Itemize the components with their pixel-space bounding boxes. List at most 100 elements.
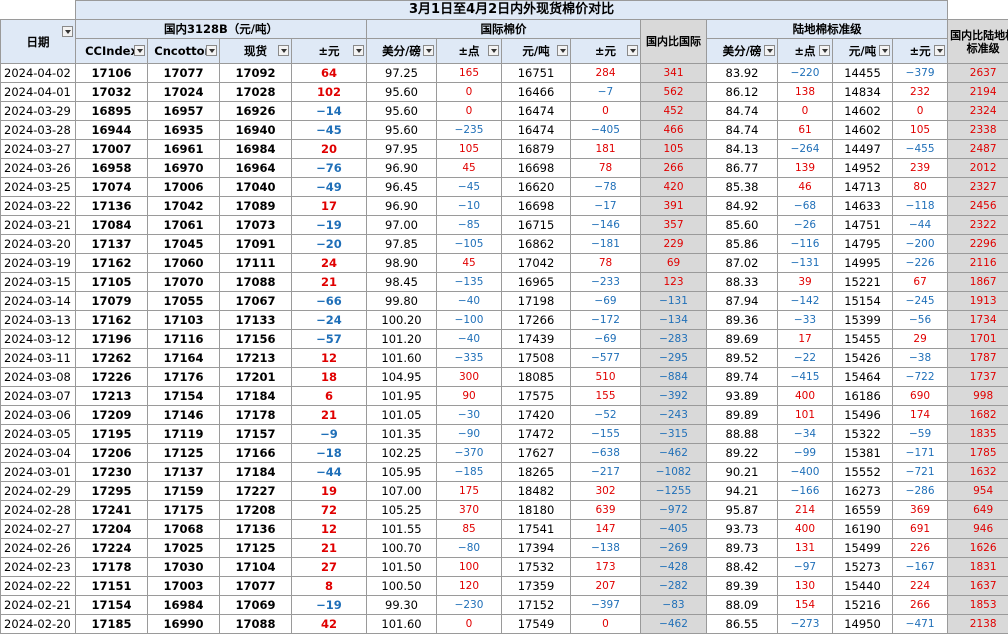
cell-intl-yuan[interactable]: 17472 [501, 424, 571, 444]
cell-vs-international[interactable]: −1255 [640, 481, 707, 501]
cell-land-points[interactable]: 39 [777, 272, 833, 292]
cell-land-points[interactable]: 0 [777, 101, 833, 121]
cell-intl-cents[interactable]: 95.60 [366, 82, 437, 102]
cell-land-points[interactable]: −99 [777, 443, 833, 463]
cell-spot[interactable]: 17091 [219, 234, 292, 254]
cell-date[interactable]: 2024-02-20 [0, 614, 76, 634]
cell-cncotton[interactable]: 17070 [147, 272, 220, 292]
cell-intl-yuan[interactable]: 16474 [501, 120, 571, 140]
cell-ccindex[interactable]: 17224 [75, 538, 148, 558]
cell-date[interactable]: 2024-03-08 [0, 367, 76, 387]
cell-intl-change[interactable]: −7 [570, 82, 641, 102]
cell-land-points[interactable]: 61 [777, 120, 833, 140]
filter-dropdown-icon[interactable] [423, 45, 434, 56]
cell-land-change[interactable]: 266 [891, 595, 949, 615]
cell-land-cents[interactable]: 84.74 [706, 120, 778, 140]
cell-vs-international[interactable]: 341 [640, 63, 707, 83]
cell-cncotton[interactable]: 17146 [147, 405, 220, 425]
cell-intl-points[interactable]: −135 [436, 272, 502, 292]
cell-land-yuan[interactable]: 14602 [832, 120, 893, 140]
cell-intl-points[interactable]: −230 [436, 595, 502, 615]
cell-land-cents[interactable]: 89.73 [706, 538, 778, 558]
cell-intl-change[interactable]: 0 [570, 614, 641, 634]
cell-intl-cents[interactable]: 101.05 [366, 405, 437, 425]
cell-land-cents[interactable]: 95.87 [706, 500, 778, 520]
cell-ccindex[interactable]: 17204 [75, 519, 148, 539]
cell-vs-land[interactable]: 2327 [947, 177, 1008, 197]
cell-spot-change[interactable]: 102 [291, 82, 367, 102]
cell-cncotton[interactable]: 17060 [147, 253, 220, 273]
cell-date[interactable]: 2024-03-22 [0, 196, 76, 216]
cell-land-cents[interactable]: 89.22 [706, 443, 778, 463]
cell-spot-change[interactable]: −20 [291, 234, 367, 254]
cell-spot[interactable]: 16984 [219, 139, 292, 159]
cell-intl-change[interactable]: 207 [570, 576, 641, 596]
filter-dropdown-icon[interactable] [627, 45, 638, 56]
cell-vs-land[interactable]: 1701 [947, 329, 1008, 349]
cell-ccindex[interactable]: 17195 [75, 424, 148, 444]
cell-spot-change[interactable]: 27 [291, 557, 367, 577]
cell-ccindex[interactable]: 17105 [75, 272, 148, 292]
cell-intl-cents[interactable]: 101.20 [366, 329, 437, 349]
cell-cncotton[interactable]: 17055 [147, 291, 220, 311]
cell-land-points[interactable]: 17 [777, 329, 833, 349]
cell-land-change[interactable]: 0 [891, 101, 949, 121]
cell-intl-change[interactable]: 181 [570, 139, 641, 159]
cell-land-yuan[interactable]: 14602 [832, 101, 893, 121]
cell-vs-land[interactable]: 1867 [947, 272, 1008, 292]
header-ccindex[interactable]: CCIndex [75, 38, 148, 64]
cell-land-change[interactable]: −56 [891, 310, 949, 330]
cell-intl-change[interactable]: 639 [570, 500, 641, 520]
cell-land-change[interactable]: −379 [891, 63, 949, 83]
cell-intl-cents[interactable]: 107.00 [366, 481, 437, 501]
cell-date[interactable]: 2024-03-05 [0, 424, 76, 444]
cell-ccindex[interactable]: 17074 [75, 177, 148, 197]
cell-vs-land[interactable]: 954 [947, 481, 1008, 501]
cell-intl-points[interactable]: 85 [436, 519, 502, 539]
cell-intl-change[interactable]: 173 [570, 557, 641, 577]
cell-intl-change[interactable]: −172 [570, 310, 641, 330]
cell-land-cents[interactable]: 88.33 [706, 272, 778, 292]
cell-spot-change[interactable]: 6 [291, 386, 367, 406]
cell-ccindex[interactable]: 17162 [75, 253, 148, 273]
filter-dropdown-icon[interactable] [764, 45, 775, 56]
cell-land-points[interactable]: −97 [777, 557, 833, 577]
cell-vs-land[interactable]: 2637 [947, 63, 1008, 83]
filter-dropdown-icon[interactable] [62, 26, 73, 37]
cell-intl-points[interactable]: −40 [436, 291, 502, 311]
cell-spot-change[interactable]: −45 [291, 120, 367, 140]
cell-intl-yuan[interactable]: 17359 [501, 576, 571, 596]
cell-cncotton[interactable]: 17061 [147, 215, 220, 235]
cell-vs-land[interactable]: 1626 [947, 538, 1008, 558]
cell-spot-change[interactable]: 64 [291, 63, 367, 83]
cell-date[interactable]: 2024-03-12 [0, 329, 76, 349]
cell-land-change[interactable]: 67 [891, 272, 949, 292]
cell-land-points[interactable]: −400 [777, 462, 833, 482]
cell-land-points[interactable]: 154 [777, 595, 833, 615]
cell-vs-international[interactable]: −243 [640, 405, 707, 425]
cell-intl-change[interactable]: −638 [570, 443, 641, 463]
cell-land-yuan[interactable]: 15426 [832, 348, 893, 368]
cell-date[interactable]: 2024-03-06 [0, 405, 76, 425]
header-cncotton[interactable]: Cncotton [147, 38, 220, 64]
filter-dropdown-icon[interactable] [879, 45, 890, 56]
cell-land-points[interactable]: −33 [777, 310, 833, 330]
cell-intl-points[interactable]: −185 [436, 462, 502, 482]
header-spot[interactable]: 现货 [219, 38, 292, 64]
cell-cncotton[interactable]: 16935 [147, 120, 220, 140]
cell-vs-international[interactable]: −392 [640, 386, 707, 406]
cell-vs-international[interactable]: 391 [640, 196, 707, 216]
cell-intl-cents[interactable]: 98.45 [366, 272, 437, 292]
cell-intl-yuan[interactable]: 17198 [501, 291, 571, 311]
cell-ccindex[interactable]: 17007 [75, 139, 148, 159]
cell-intl-cents[interactable]: 105.25 [366, 500, 437, 520]
cell-intl-cents[interactable]: 101.35 [366, 424, 437, 444]
cell-vs-land[interactable]: 649 [947, 500, 1008, 520]
cell-ccindex[interactable]: 17213 [75, 386, 148, 406]
cell-land-change[interactable]: −171 [891, 443, 949, 463]
cell-intl-points[interactable]: −85 [436, 215, 502, 235]
cell-cncotton[interactable]: 17006 [147, 177, 220, 197]
cell-land-change[interactable]: −44 [891, 215, 949, 235]
cell-date[interactable]: 2024-03-28 [0, 120, 76, 140]
cell-intl-points[interactable]: −100 [436, 310, 502, 330]
